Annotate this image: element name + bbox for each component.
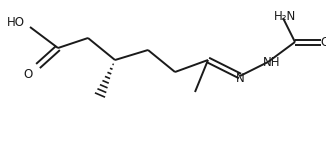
Text: O: O [320, 36, 326, 48]
Text: NH: NH [263, 56, 281, 69]
Text: N: N [236, 72, 244, 86]
Text: H₂N: H₂N [274, 9, 296, 22]
Text: O: O [23, 68, 33, 81]
Text: HO: HO [7, 15, 25, 28]
